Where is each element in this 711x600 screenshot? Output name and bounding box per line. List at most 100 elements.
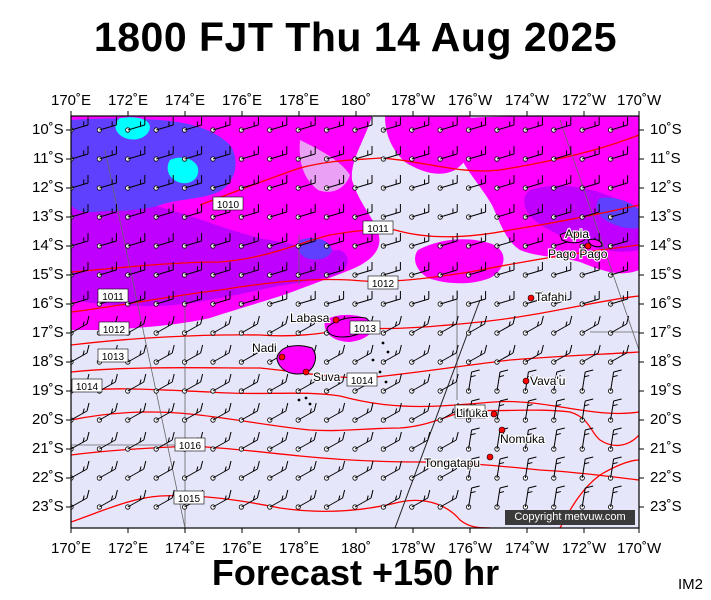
wind-barb: [551, 456, 565, 481]
wind-barb: [125, 175, 146, 191]
wind-barb: [295, 175, 316, 191]
product-code: IM2: [677, 576, 703, 593]
wind-barb: [551, 146, 572, 162]
wind-barb: [494, 117, 515, 133]
wind-barb: [267, 431, 289, 452]
place-label: Apia: [564, 226, 591, 242]
wind-barb: [352, 291, 373, 307]
wind-barb: [522, 456, 537, 481]
wind-barb: [380, 460, 402, 481]
copyright-badge: Copyright metvuw.com: [505, 510, 635, 525]
longitude-label: 176˚W: [448, 92, 493, 109]
wind-barb: [551, 262, 572, 278]
place-label: Tongatapu: [423, 453, 494, 471]
latitude-label: 22˚S: [650, 469, 682, 486]
svg-text:Apia: Apia: [565, 227, 589, 241]
wind-barb: [153, 402, 175, 423]
svg-text:1015: 1015: [178, 494, 201, 505]
wind-barb: [494, 204, 515, 220]
wind-barb: [494, 146, 515, 162]
wind-barb: [380, 291, 401, 307]
wind-barb: [579, 175, 600, 191]
wind-barb: [437, 175, 458, 191]
wind-barb: [494, 398, 509, 423]
wind-barb: [352, 117, 373, 133]
wind-barb: [465, 204, 487, 220]
wind-barb: [437, 344, 459, 365]
wind-barb: [153, 344, 175, 365]
wind-barb: [238, 344, 260, 365]
place-dot: [302, 368, 310, 376]
wind-barb: [96, 460, 118, 481]
small-island: [384, 380, 388, 384]
wind-barb: [267, 402, 289, 423]
wind-barb: [267, 315, 289, 336]
wind-barb: [522, 398, 537, 423]
svg-text:1012: 1012: [103, 325, 126, 336]
wind-barb: [238, 315, 260, 336]
wind-barb: [295, 262, 316, 278]
latitude-label: 21˚S: [650, 440, 682, 457]
wind-barb: [96, 262, 117, 278]
longitude-label: 180˚: [341, 540, 372, 557]
latitude-label: 19˚S: [32, 382, 64, 399]
wind-barb: [437, 291, 458, 307]
wind-barb: [607, 369, 622, 394]
longitude-label: 174˚E: [165, 540, 206, 557]
wind-barb: [96, 431, 118, 452]
wind-barb: [522, 291, 543, 307]
wind-barb: [96, 146, 117, 162]
isobar-label: 1015: [173, 490, 205, 505]
isobar-labels: 1010 1011 1011 1012 1012 1013 1013 1014 1014 1015…: [71, 196, 486, 505]
wind-barb: [295, 431, 317, 452]
wind-barb: [238, 373, 260, 394]
wind-barbs-layer: [71, 117, 630, 510]
latitude-label: 14˚S: [32, 237, 64, 254]
longitude-label: 170˚W: [617, 92, 662, 109]
isobar-label: 1015: [454, 404, 486, 419]
wind-barb: [380, 233, 401, 249]
wind-barb: [267, 175, 288, 191]
wind-barb: [125, 402, 147, 423]
svg-text:Nadi: Nadi: [252, 341, 277, 355]
wind-barb: [465, 427, 480, 452]
isobar-label: 1011: [97, 288, 129, 303]
wind-barb: [437, 146, 458, 162]
isobar-label: 1014: [346, 372, 378, 387]
wind-barb: [579, 233, 600, 249]
wind-barb: [153, 291, 174, 307]
wind-barb: [409, 117, 430, 133]
wind-barb: [380, 315, 402, 336]
wind-barb: [607, 291, 629, 307]
place-label: Vava'u: [522, 373, 567, 389]
svg-text:1014: 1014: [351, 376, 374, 387]
svg-text:1014: 1014: [76, 382, 99, 393]
wind-barb: [96, 489, 118, 510]
longitude-label: 172˚E: [108, 540, 149, 557]
wind-barb: [267, 117, 288, 133]
wind-barb: [125, 204, 146, 220]
longitude-label: 174˚E: [165, 92, 206, 109]
wind-barb: [295, 373, 317, 394]
wind-barb: [182, 315, 204, 336]
wind-barb: [182, 175, 203, 191]
isobar-label: 1011: [362, 220, 394, 235]
svg-text:1012: 1012: [372, 279, 395, 290]
wind-barb: [125, 291, 146, 307]
wind-barb: [579, 204, 600, 220]
wind-barb: [409, 460, 431, 481]
place-label: Pago Pago: [547, 242, 609, 262]
wind-barb: [323, 233, 345, 249]
wind-barb: [409, 233, 430, 249]
wind-barb: [494, 233, 515, 249]
wind-barb: [465, 175, 487, 191]
wind-barb: [579, 315, 601, 336]
place-dot: [527, 294, 535, 302]
wind-barb: [295, 233, 316, 249]
wind-barb: [607, 233, 629, 249]
wind-barb: [238, 262, 259, 278]
place-dot: [490, 410, 498, 418]
wind-barb: [607, 456, 622, 481]
wind-barb: [522, 344, 544, 365]
